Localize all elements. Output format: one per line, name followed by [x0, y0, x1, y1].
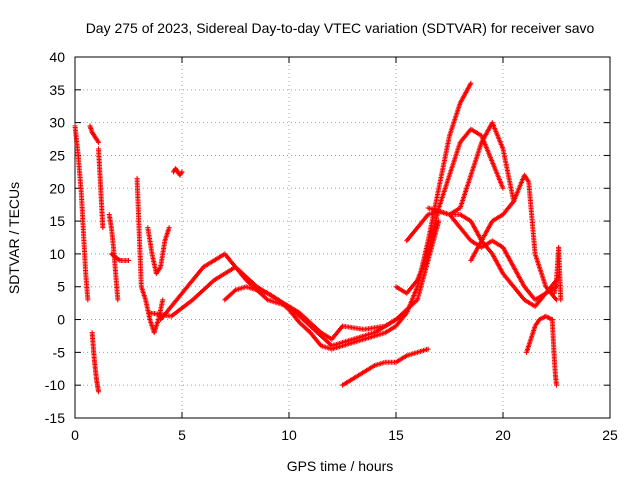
y-tick-label: -5 — [53, 344, 66, 360]
data-point — [85, 297, 91, 303]
series-arc-06 — [108, 251, 131, 263]
series-arc-15 — [404, 120, 517, 244]
data-point — [231, 288, 237, 294]
y-tick-label: 15 — [49, 213, 65, 229]
y-tick-label: 10 — [49, 246, 65, 262]
series-arc-13 — [340, 346, 431, 388]
data-point — [95, 138, 101, 144]
x-tick-label: 25 — [602, 427, 618, 443]
grid — [75, 57, 610, 418]
series-arc-04 — [96, 146, 106, 231]
plot-frame — [74, 56, 611, 419]
series-arc-03 — [89, 330, 102, 395]
data-point — [558, 297, 564, 303]
series-arc-11 — [158, 218, 442, 349]
data-point — [263, 296, 269, 302]
data-points — [72, 80, 564, 395]
series-arc-07 — [134, 175, 166, 336]
series-arc-18 — [468, 172, 559, 303]
y-tick-label: -10 — [45, 377, 65, 393]
data-point — [554, 382, 559, 388]
data-point — [116, 257, 122, 263]
series-arc-19 — [524, 313, 555, 355]
series-arc-21 — [551, 244, 564, 303]
data-point — [115, 297, 121, 303]
series-arc-01 — [72, 123, 91, 303]
series-arc-08 — [145, 225, 172, 277]
x-tick-label: 10 — [281, 427, 297, 443]
data-point — [178, 170, 184, 176]
data-point — [468, 80, 474, 86]
series-arc-14 — [393, 126, 506, 296]
y-tick-label: 35 — [49, 82, 65, 98]
y-tick-label: 5 — [57, 279, 65, 295]
y-tick-label: 20 — [49, 180, 65, 196]
y-axis-label: SDTVAR / TECUs — [6, 182, 22, 294]
x-ticks: 0 5 10 15 20 25 — [71, 57, 618, 443]
data-point — [554, 297, 559, 303]
x-tick-label: 0 — [71, 427, 79, 443]
series-arc-02 — [87, 123, 102, 145]
series-arc-09 — [170, 166, 185, 178]
series-arc-20 — [549, 317, 559, 388]
y-tick-label: 30 — [49, 115, 65, 131]
data-point — [160, 297, 166, 303]
series-arc-12 — [222, 80, 474, 352]
data-point — [179, 169, 185, 175]
data-point — [425, 346, 431, 352]
data-point — [96, 139, 102, 145]
y-tick-label: -15 — [45, 410, 65, 426]
data-point — [100, 225, 106, 231]
x-tick-label: 15 — [388, 427, 404, 443]
data-point — [413, 298, 419, 304]
y-ticks: -15 -10 -5 0 5 10 15 20 25 30 35 40 — [45, 49, 610, 426]
series-arc-05 — [106, 212, 121, 303]
x-tick-label: 5 — [178, 427, 186, 443]
data-point — [126, 257, 131, 263]
data-point — [500, 185, 506, 191]
chart-title: Day 275 of 2023, Sidereal Day-to-day VTE… — [86, 20, 595, 36]
data-point — [166, 225, 172, 231]
y-tick-label: 25 — [49, 147, 65, 163]
data-point — [436, 218, 442, 224]
y-tick-label: 40 — [49, 49, 65, 65]
y-tick-label: 0 — [57, 312, 65, 328]
data-point — [96, 389, 102, 395]
x-axis-label: GPS time / hours — [287, 458, 394, 474]
x-tick-label: 20 — [495, 427, 511, 443]
series-arc-16 — [425, 205, 559, 303]
